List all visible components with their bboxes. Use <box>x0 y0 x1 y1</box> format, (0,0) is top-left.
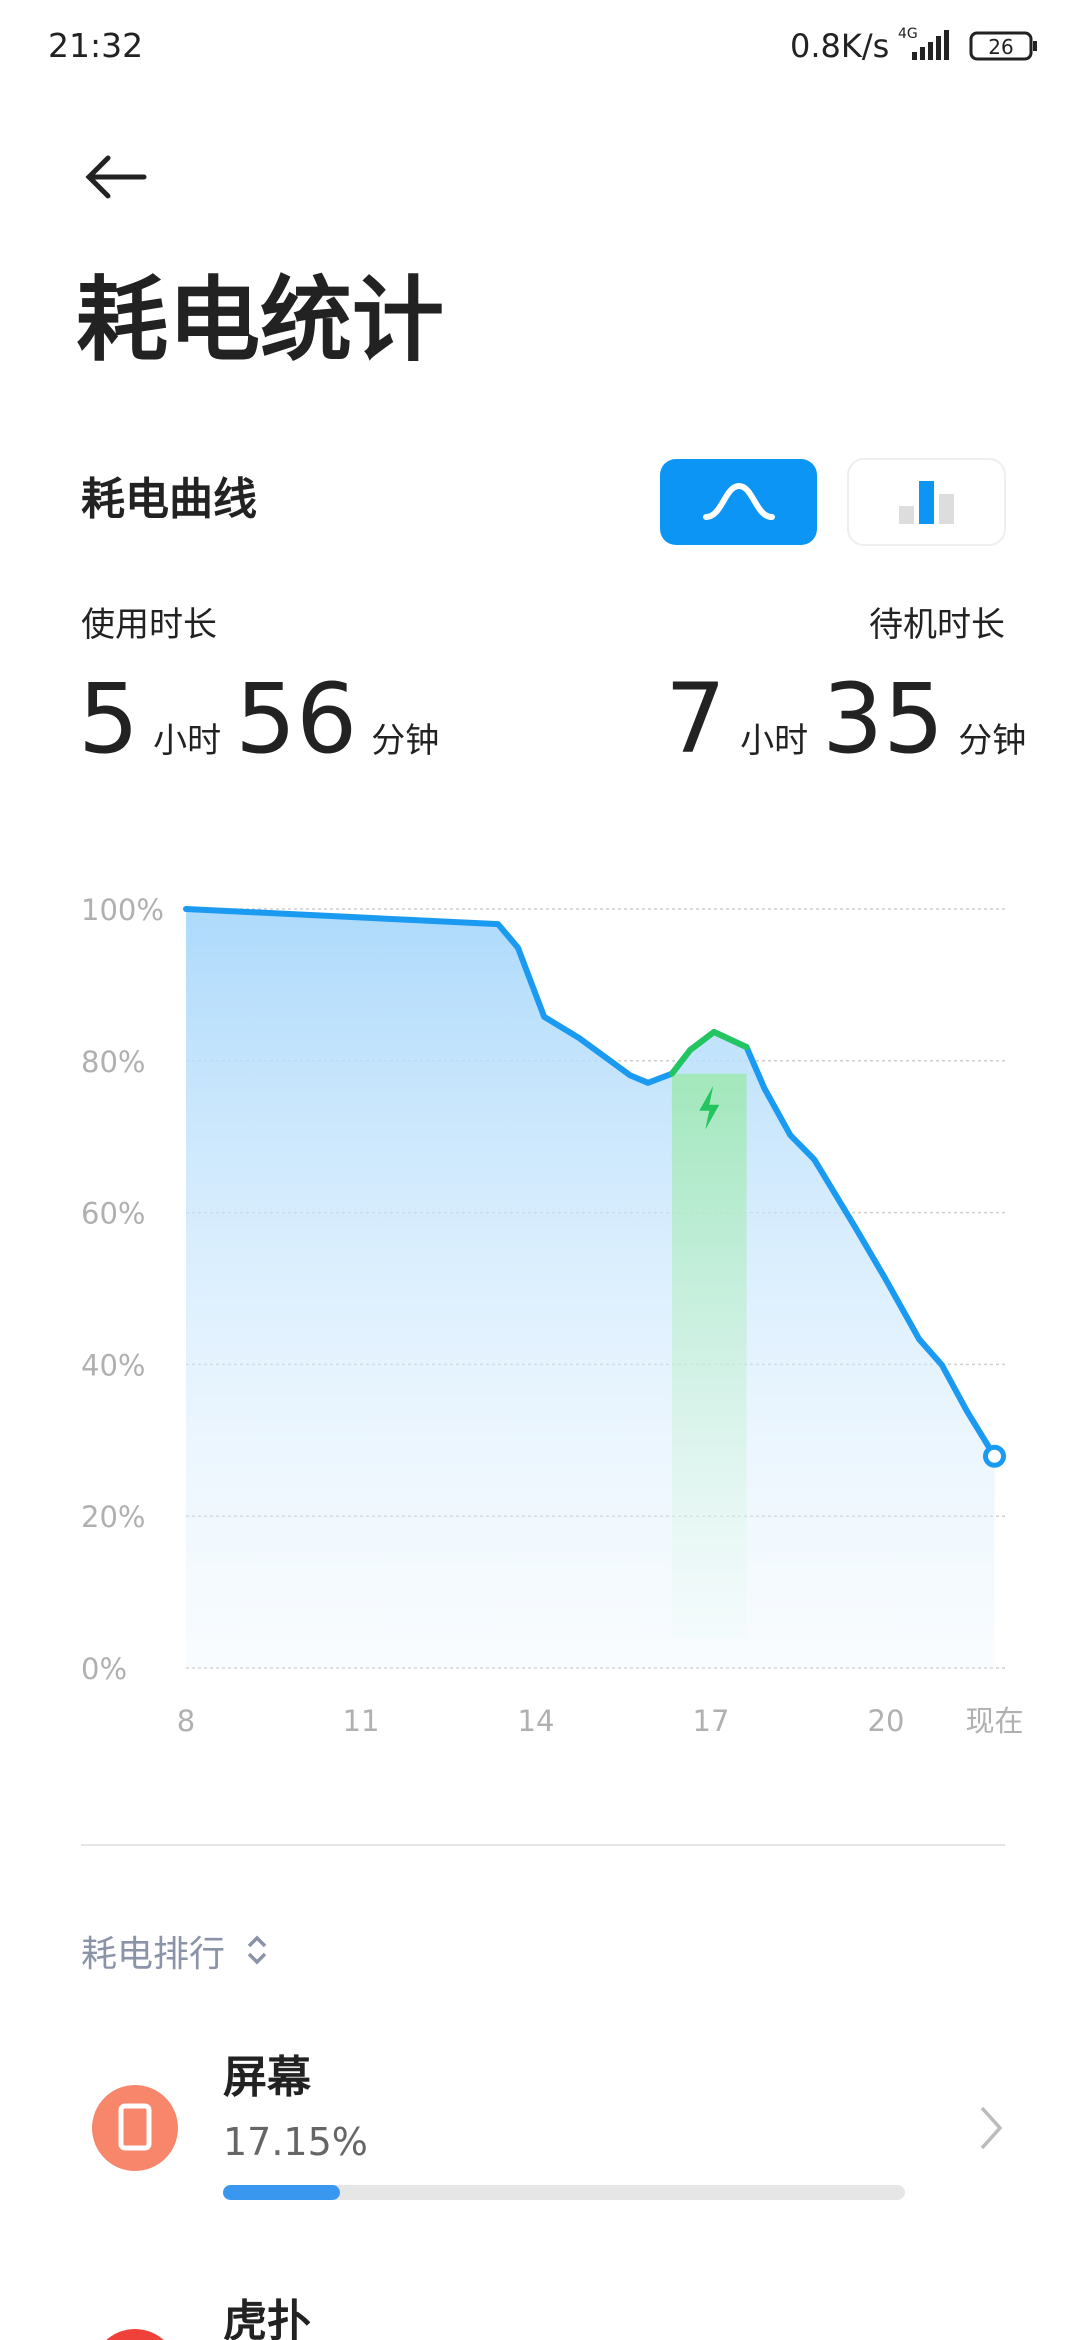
usage-hours-unit: 小时 <box>153 721 221 761</box>
y-tick-label: 20% <box>81 1500 145 1534</box>
standby-hours-unit: 小时 <box>740 721 808 761</box>
usage-minutes-unit: 分钟 <box>371 721 439 761</box>
end-point <box>983 1444 1006 1468</box>
y-tick-label: 0% <box>81 1652 127 1686</box>
page-title: 耗电统计 <box>76 267 444 374</box>
x-tick-label: 17 <box>693 1704 730 1738</box>
curve-icon <box>703 482 775 520</box>
rank-item[interactable]: 屏幕 17.15% <box>92 2052 1003 2200</box>
standby-label: 待机时长 <box>869 605 1005 645</box>
rank-item[interactable]: 虎扑 <box>92 2296 311 2340</box>
y-tick-label: 40% <box>81 1348 145 1382</box>
line <box>668 1028 750 1077</box>
x-tick-label: 20 <box>868 1704 905 1738</box>
app-icon <box>106 2329 164 2340</box>
item-name: 虎扑 <box>223 2296 311 2340</box>
usage-minutes: 56 <box>235 663 357 775</box>
section-title: 耗电曲线 <box>81 474 257 525</box>
sort-icon[interactable] <box>247 1935 267 1965</box>
progress-fill <box>223 2185 340 2200</box>
ranking-title[interactable]: 耗电排行 <box>81 1934 225 1975</box>
y-tick-label: 100% <box>81 893 164 927</box>
battery-chart: 0% 20% 40% 60% 80% 100% 8 11 14 17 20 现在 <box>81 893 1024 1738</box>
usage-hours: 5 <box>78 663 139 775</box>
battery-tip <box>1033 41 1037 51</box>
y-tick-label: 80% <box>81 1045 145 1079</box>
standby-minutes: 35 <box>822 663 944 775</box>
x-tick-label: 8 <box>177 1704 195 1738</box>
status-time: 21:32 <box>48 26 143 65</box>
area-fill <box>186 909 995 1668</box>
signal-icon <box>912 30 949 60</box>
x-tick-label: 现在 <box>965 1704 1023 1738</box>
status-speed: 0.8K/s <box>790 27 889 65</box>
item-percent: 17.15% <box>223 2120 368 2164</box>
screen-icon <box>92 2085 178 2171</box>
back-button[interactable] <box>85 155 147 199</box>
screen-icon-glyph <box>118 2103 152 2151</box>
status-network: 4G <box>898 26 918 42</box>
curve-toggle[interactable] <box>660 459 817 545</box>
y-tick-label: 60% <box>81 1197 145 1231</box>
standby-hours: 7 <box>665 663 726 775</box>
standby-minutes-unit: 分钟 <box>958 721 1026 761</box>
charging-icon <box>699 1085 720 1130</box>
x-tick-label: 14 <box>518 1704 555 1738</box>
x-tick-label: 11 <box>343 1704 380 1738</box>
battery-level: 26 <box>988 35 1013 59</box>
usage-label: 使用时长 <box>81 605 217 645</box>
usage-value: 5 小时 56 分钟 <box>78 663 439 775</box>
battery-icon <box>969 31 1033 61</box>
standby-value: 7 小时 35 分钟 <box>665 663 1026 775</box>
chevron <box>980 2106 1003 2150</box>
charging-band <box>671 1073 747 1638</box>
progress-track <box>223 2185 905 2200</box>
item-name: 屏幕 <box>223 2052 312 2103</box>
bar-icon <box>899 481 954 524</box>
